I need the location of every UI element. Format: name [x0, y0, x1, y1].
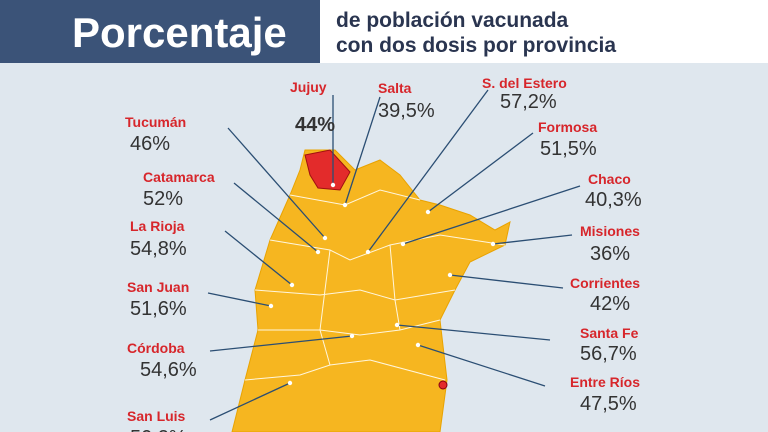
leader-line: [449, 274, 564, 289]
title: Porcentaje: [72, 9, 287, 56]
province-value: 47,5%: [580, 393, 637, 415]
subtitle-box: [320, 0, 768, 63]
location-dot: [394, 322, 400, 328]
location-dot: [342, 202, 348, 208]
leader-line: [492, 234, 573, 245]
province-name: San Luis: [127, 408, 186, 424]
province-name: Catamarca: [143, 169, 215, 185]
location-dot: [425, 209, 431, 215]
province-value: 52%: [143, 188, 183, 210]
province-value: 54,8%: [130, 238, 187, 260]
leader-line: [396, 324, 551, 341]
location-dot: [415, 342, 421, 348]
province-name: Chaco: [588, 171, 631, 187]
province-name: Tucumán: [125, 114, 186, 130]
province-name: Entre Ríos: [570, 374, 640, 390]
province-name: S. del Estero: [482, 75, 567, 91]
subtitle: con dos dosis por provincia: [336, 34, 616, 57]
leader-line: [402, 185, 581, 245]
province-value: 39,5%: [378, 100, 435, 122]
leader-line: [227, 127, 326, 239]
location-dot: [268, 303, 274, 309]
province-name: San Juan: [127, 279, 189, 295]
leader-line: [209, 382, 291, 421]
province-name: Salta: [378, 80, 412, 96]
province-value: 56,7%: [580, 343, 637, 365]
province-value: 54,6%: [140, 359, 197, 381]
leader-line: [417, 344, 546, 387]
province-name: Formosa: [538, 119, 597, 135]
province-name: Corrientes: [570, 275, 640, 291]
province-value: 36%: [590, 243, 630, 265]
province-value: 44%: [295, 114, 335, 136]
province-name: La Rioja: [130, 218, 185, 234]
province-name: Jujuy: [290, 79, 327, 95]
province-name: Misiones: [580, 223, 640, 239]
location-dot: [400, 241, 406, 247]
location-dot: [322, 235, 328, 241]
location-dot: [330, 182, 336, 188]
province-value: 51,6%: [130, 298, 187, 320]
province-name: Santa Fe: [580, 325, 639, 341]
location-dot: [447, 272, 453, 278]
location-dot: [365, 249, 371, 255]
location-dot: [349, 333, 355, 339]
leader-line: [367, 89, 489, 253]
title-bar: [0, 0, 320, 63]
location-dot: [287, 380, 293, 386]
province-value: 46%: [130, 133, 170, 155]
leader-line: [344, 96, 381, 206]
province-value: 50,2%: [130, 427, 187, 432]
leader-line: [209, 335, 353, 352]
province-value: 57,2%: [500, 91, 557, 113]
leader-line: [224, 230, 293, 286]
subtitle: de población vacunada: [336, 9, 569, 32]
highlight: [438, 380, 448, 390]
jujuy-highlight: [304, 149, 351, 191]
leader-line: [207, 292, 272, 307]
province-value: 40,3%: [585, 189, 642, 211]
province-name: Córdoba: [127, 340, 185, 356]
leader-line: [427, 132, 534, 213]
province-value: 51,5%: [540, 138, 597, 160]
leader-lines: [207, 89, 581, 421]
province-value: 42%: [590, 293, 630, 315]
location-dot: [289, 282, 295, 288]
leader-line: [233, 182, 319, 253]
location-dot: [315, 249, 321, 255]
location-dot: [490, 241, 496, 247]
